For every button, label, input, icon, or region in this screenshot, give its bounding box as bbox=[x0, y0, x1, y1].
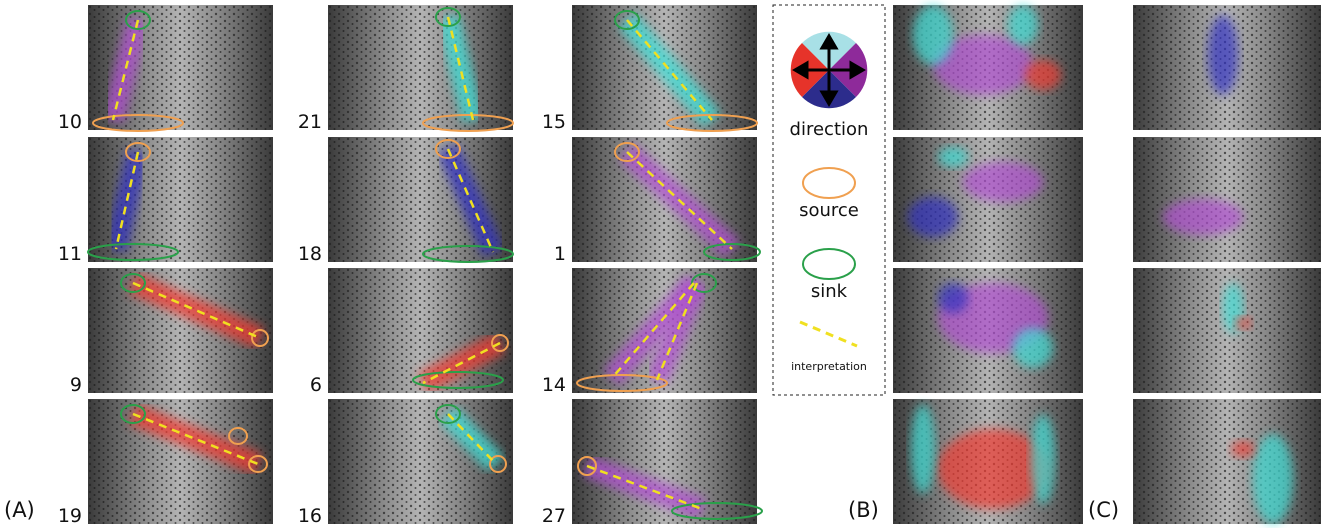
photo bbox=[328, 399, 513, 524]
pattern-id: 18 bbox=[298, 243, 322, 265]
panel-label: (B) bbox=[848, 498, 879, 522]
direction-wheel bbox=[791, 32, 868, 109]
photos bbox=[88, 5, 1321, 524]
pattern-id: 27 bbox=[542, 505, 566, 527]
flow bbox=[1163, 199, 1243, 235]
source-swatch bbox=[803, 168, 855, 198]
flow bbox=[1208, 15, 1238, 95]
flow bbox=[1008, 5, 1038, 45]
pattern-id: 1 bbox=[554, 243, 566, 265]
flow bbox=[938, 147, 968, 167]
photo bbox=[893, 5, 1083, 130]
pattern-id: 21 bbox=[298, 111, 322, 133]
photo bbox=[88, 5, 273, 131]
flow bbox=[1013, 328, 1053, 368]
flow bbox=[908, 197, 958, 237]
pattern-id: 9 bbox=[70, 374, 82, 396]
flow bbox=[911, 404, 935, 494]
legend-source: source bbox=[799, 200, 859, 221]
crowd bbox=[1133, 137, 1321, 262]
crowd bbox=[328, 5, 513, 130]
pattern-id: 19 bbox=[58, 505, 82, 527]
legend-direction: direction bbox=[790, 119, 869, 140]
flow bbox=[1231, 441, 1255, 457]
legend-interpretation: interpretation bbox=[791, 360, 867, 373]
photo bbox=[893, 268, 1083, 393]
photo bbox=[572, 137, 760, 262]
photo bbox=[572, 268, 757, 393]
sink-swatch bbox=[803, 249, 855, 279]
flow bbox=[1235, 317, 1251, 329]
pattern-id: 10 bbox=[58, 111, 82, 133]
figure: direction source sink interpretation (A)… bbox=[0, 0, 1331, 528]
panel-label: (C) bbox=[1088, 498, 1119, 522]
photo bbox=[88, 399, 273, 524]
photo bbox=[572, 399, 762, 524]
photo bbox=[88, 268, 273, 393]
photo bbox=[1133, 268, 1321, 393]
flow bbox=[1253, 434, 1293, 524]
photo bbox=[1133, 399, 1321, 524]
photo bbox=[893, 399, 1083, 524]
crowd bbox=[1133, 399, 1321, 524]
photo bbox=[1133, 5, 1321, 130]
flow bbox=[1025, 60, 1061, 90]
crowd bbox=[1133, 268, 1321, 393]
pattern-id: 14 bbox=[542, 374, 566, 396]
interpretation-swatch bbox=[800, 322, 857, 346]
photo bbox=[572, 5, 757, 131]
photo bbox=[328, 268, 513, 393]
flow bbox=[1031, 414, 1055, 504]
legend: direction source sink interpretation bbox=[773, 5, 885, 395]
photo bbox=[328, 137, 513, 262]
legend-sink: sink bbox=[811, 281, 848, 302]
pattern-id: 16 bbox=[298, 505, 322, 527]
pattern-id: 15 bbox=[542, 111, 566, 133]
photo bbox=[1133, 137, 1321, 262]
flow bbox=[938, 283, 968, 313]
flow bbox=[913, 5, 953, 65]
flow bbox=[963, 162, 1043, 202]
photo bbox=[893, 137, 1083, 262]
panel-label: (A) bbox=[4, 498, 35, 522]
photo bbox=[88, 137, 273, 262]
pattern-id: 11 bbox=[58, 243, 82, 265]
pattern-id: 6 bbox=[310, 374, 322, 396]
photo bbox=[328, 5, 513, 131]
